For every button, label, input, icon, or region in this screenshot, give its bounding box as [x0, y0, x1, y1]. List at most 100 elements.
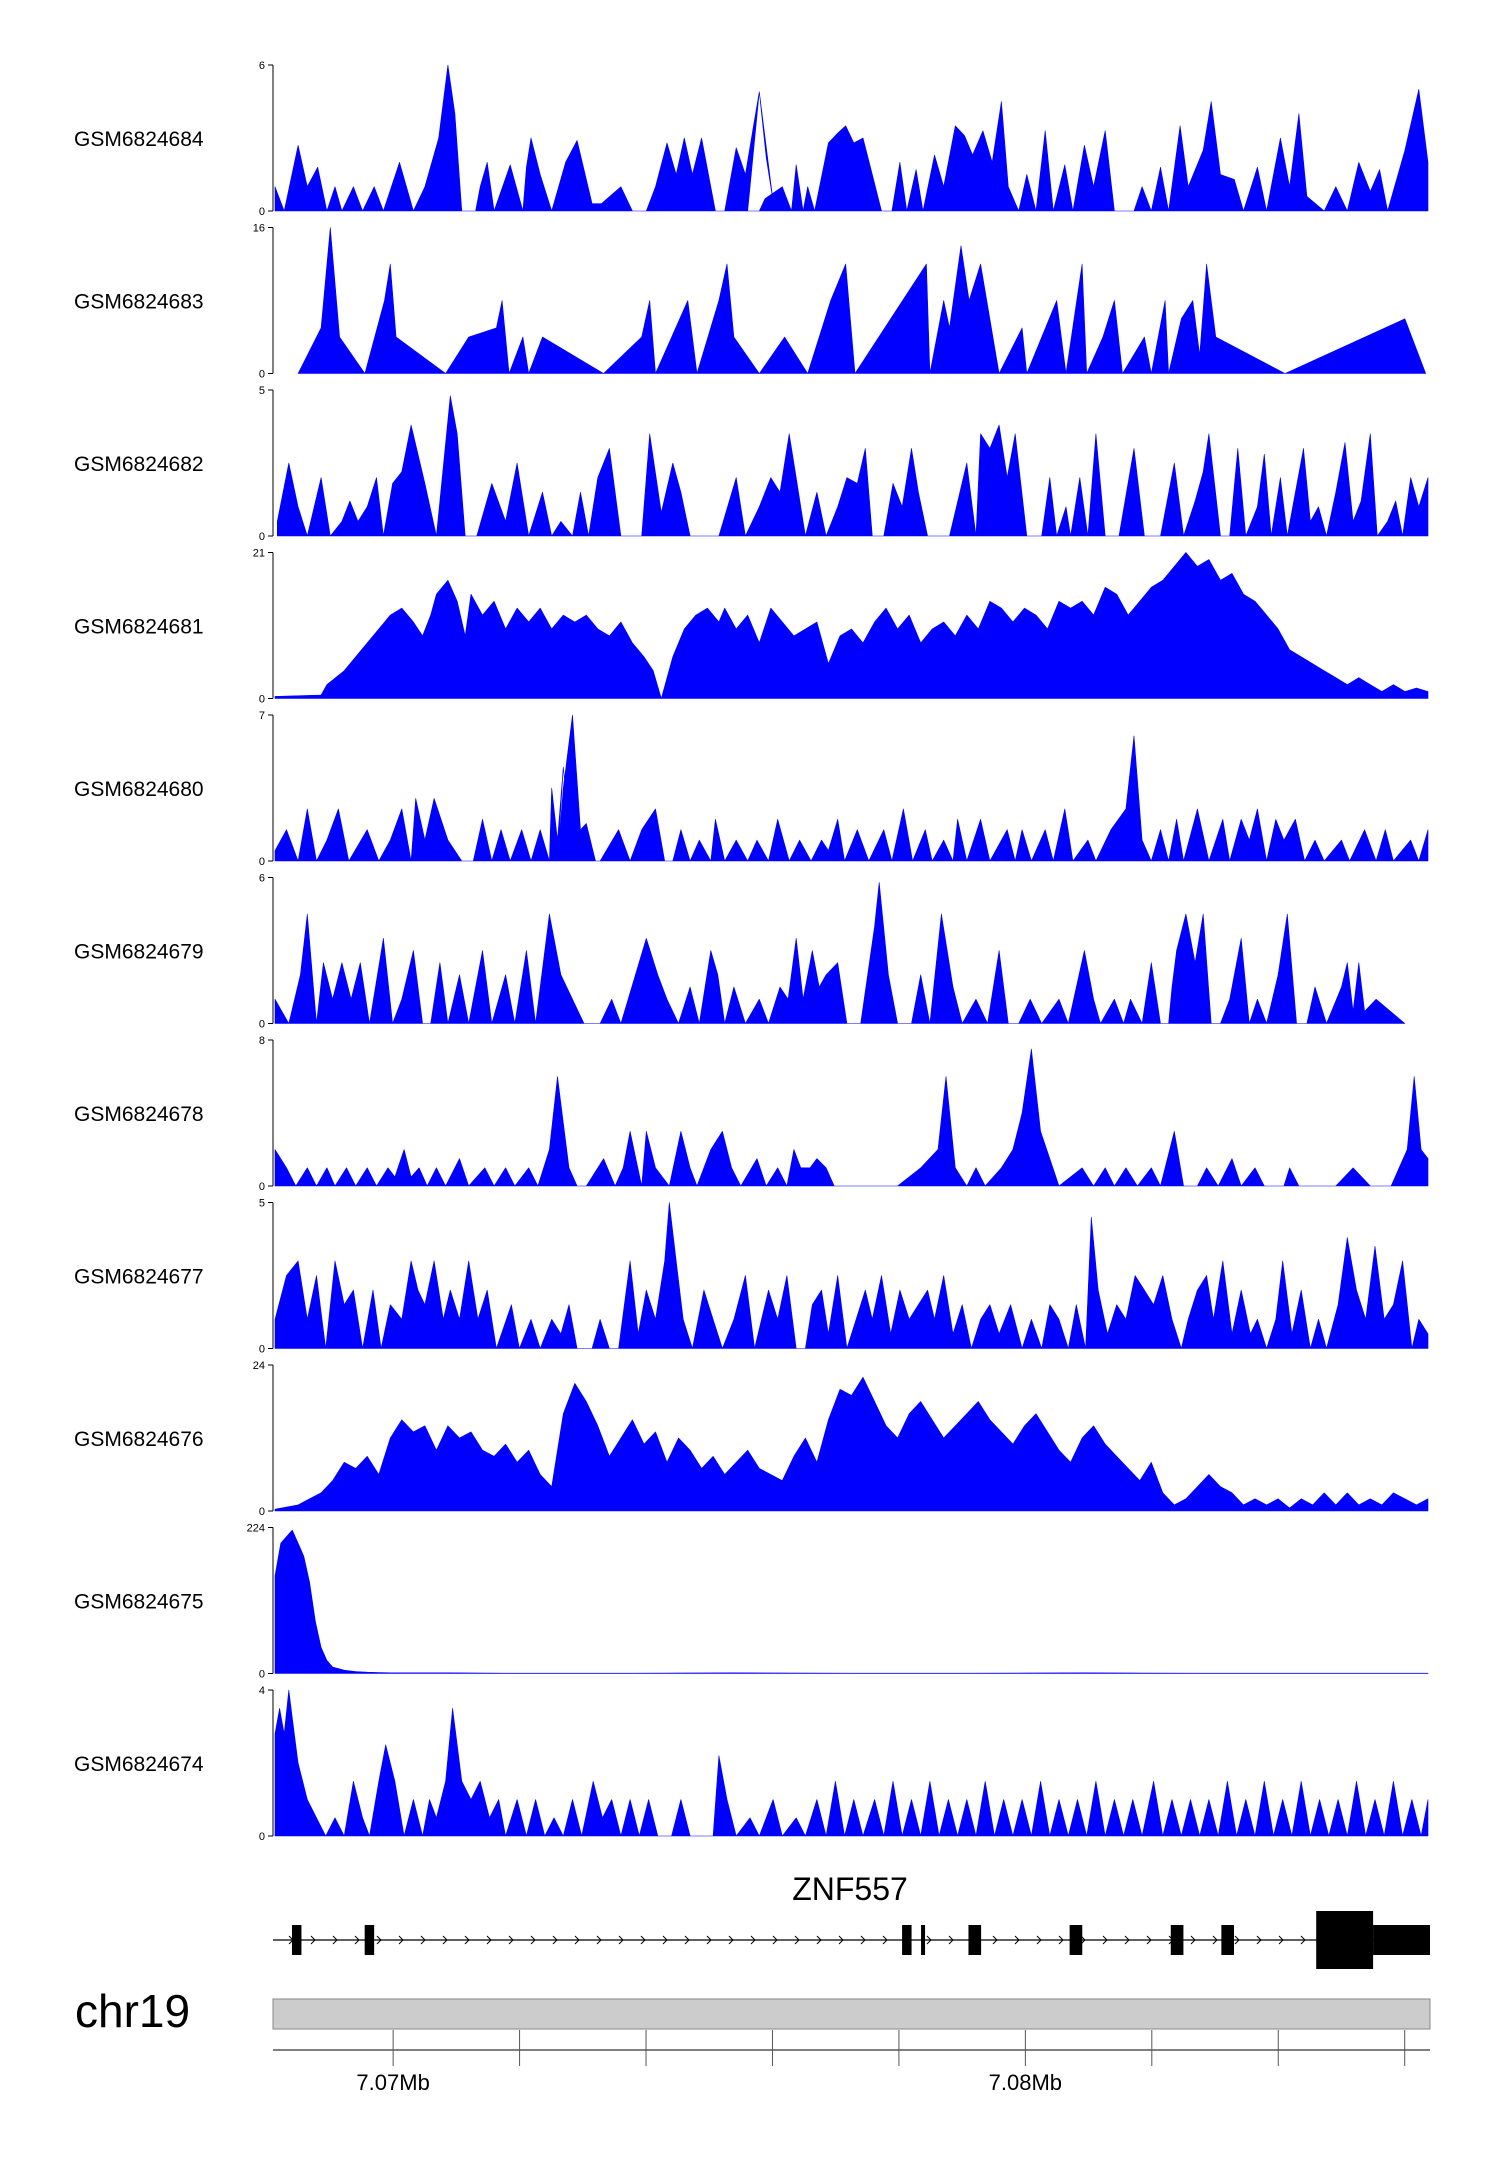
exon-coding: [1316, 1911, 1374, 1969]
ymax-label: 4: [259, 1685, 265, 1697]
track-GSM6824682: GSM6824682 5 0: [74, 385, 1429, 543]
chromosome-label: chr19: [75, 1985, 190, 2037]
track-label: GSM6824676: [74, 1428, 204, 1451]
track-GSM6824677: GSM6824677 5 0: [74, 1198, 1429, 1356]
track-label: GSM6824674: [74, 1753, 204, 1776]
ymax-label: 8: [259, 1035, 265, 1047]
ymin-label: 0: [259, 369, 265, 381]
strand-arrow: [662, 1935, 668, 1945]
ymax-label: 224: [247, 1523, 265, 1535]
coverage-area: [274, 1529, 1429, 1674]
track-GSM6824680: GSM6824680 7 0: [74, 710, 1429, 868]
ymax-label: 5: [259, 1198, 265, 1210]
coverage-area: [274, 1202, 1429, 1349]
ymin-label: 0: [259, 206, 265, 218]
strand-arrow: [926, 1935, 932, 1945]
exon: [902, 1925, 912, 1955]
strand-arrow: [1146, 1935, 1152, 1945]
strand-arrow: [552, 1935, 558, 1945]
strand-arrow: [816, 1935, 822, 1945]
coverage-area: [274, 552, 1429, 699]
strand-arrow: [1278, 1935, 1284, 1945]
ymin-label: 0: [259, 531, 265, 543]
strand-arrow: [1014, 1935, 1020, 1945]
track-label: GSM6824682: [74, 453, 204, 476]
strand-arrow: [838, 1935, 844, 1945]
ymin-label: 0: [259, 1344, 265, 1356]
strand-arrow: [772, 1935, 778, 1945]
strand-arrow: [332, 1935, 338, 1945]
track-label: GSM6824683: [74, 291, 204, 314]
strand-arrow: [530, 1935, 536, 1945]
strand-arrow: [486, 1935, 492, 1945]
coverage-area: [274, 1376, 1429, 1512]
strand-arrow: [860, 1935, 866, 1945]
track-label: GSM6824678: [74, 1103, 204, 1126]
ymin-label: 0: [259, 856, 265, 868]
ymin-label: 0: [259, 1831, 265, 1843]
coverage-area: [274, 882, 1406, 1024]
exon: [1221, 1925, 1235, 1955]
strand-arrow: [1080, 1935, 1086, 1945]
track-GSM6824676: GSM6824676 24 0: [74, 1360, 1429, 1518]
track-GSM6824675: GSM6824675 224 0: [74, 1523, 1429, 1681]
track-label: GSM6824679: [74, 941, 204, 964]
gene-track: ZNF557: [273, 1871, 1430, 1969]
strand-arrow: [464, 1935, 470, 1945]
track-label: GSM6824680: [74, 778, 204, 801]
coverage-tracks: GSM682468460GSM6824683160GSM682468250GSM…: [74, 60, 1429, 1843]
exon: [1170, 1925, 1184, 1955]
track-label: GSM6824684: [74, 128, 204, 151]
ymax-label: 6: [259, 873, 265, 885]
strand-arrow: [1256, 1935, 1262, 1945]
strand-arrow: [992, 1935, 998, 1945]
track-GSM6824679: GSM6824679 6 0: [74, 873, 1406, 1031]
exon: [921, 1925, 926, 1955]
ymin-label: 0: [259, 694, 265, 706]
ymin-label: 0: [259, 1669, 265, 1681]
genomic-axis: 7.07Mb 7.08Mb: [273, 2030, 1430, 2095]
strand-arrow: [750, 1935, 756, 1945]
track-GSM6824684: GSM6824684 6 0: [74, 60, 1429, 218]
strand-arrow: [398, 1935, 404, 1945]
ymin-label: 0: [259, 1019, 265, 1031]
track-label: GSM6824675: [74, 1591, 204, 1614]
strand-arrow: [574, 1935, 580, 1945]
ymax-label: 24: [253, 1360, 265, 1372]
strand-arrow: [640, 1935, 646, 1945]
exon: [1069, 1925, 1083, 1955]
coverage-area: [274, 714, 1429, 862]
strand-arrow: [1102, 1935, 1108, 1945]
strand-arrow: [618, 1935, 624, 1945]
strand-arrow: [1036, 1935, 1042, 1945]
strand-arrow: [948, 1935, 954, 1945]
ymin-label: 0: [259, 1506, 265, 1518]
strand-arrow: [1234, 1935, 1240, 1945]
ymax-label: 16: [253, 223, 265, 235]
ymax-label: 6: [259, 60, 265, 72]
track-GSM6824678: GSM6824678 8 0: [74, 1035, 1429, 1193]
strand-arrow: [684, 1935, 690, 1945]
strand-arrow: [1058, 1935, 1064, 1945]
strand-arrow: [1300, 1935, 1306, 1945]
strand-arrow: [508, 1935, 514, 1945]
track-label: GSM6824681: [74, 616, 204, 639]
strand-arrow: [442, 1935, 448, 1945]
track-GSM6824674: GSM6824674 4 0: [74, 1685, 1429, 1843]
ymax-label: 5: [259, 385, 265, 397]
strand-arrow: [1190, 1935, 1196, 1945]
track-label: GSM6824677: [74, 1266, 204, 1289]
ymax-label: 7: [259, 710, 265, 722]
exon: [364, 1925, 375, 1955]
strand-arrow: [1124, 1935, 1130, 1945]
chromosome-band: [272, 1998, 1431, 2030]
strand-arrow: [1212, 1935, 1218, 1945]
strand-arrow: [882, 1935, 888, 1945]
strand-arrow: [354, 1935, 360, 1945]
ymin-label: 0: [259, 1181, 265, 1193]
strand-arrow: [596, 1935, 602, 1945]
axis-tick-label: 7.07Mb: [356, 2070, 429, 2095]
exon-utr: [1373, 1925, 1430, 1955]
exon: [291, 1925, 302, 1955]
